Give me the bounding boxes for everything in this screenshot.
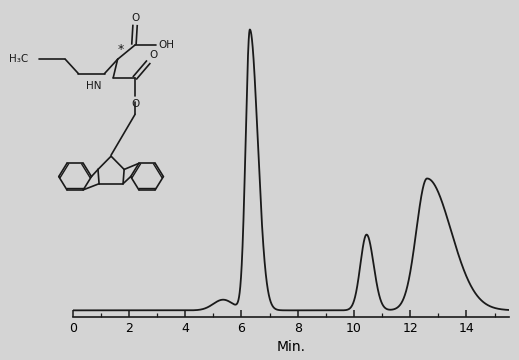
Text: OH: OH: [158, 40, 174, 50]
X-axis label: Min.: Min.: [276, 340, 305, 354]
Text: O: O: [149, 50, 157, 60]
Text: O: O: [131, 99, 139, 109]
Text: H₃C: H₃C: [9, 54, 28, 64]
Text: O: O: [131, 13, 139, 23]
Text: HN: HN: [86, 81, 101, 91]
Text: *: *: [118, 43, 124, 56]
